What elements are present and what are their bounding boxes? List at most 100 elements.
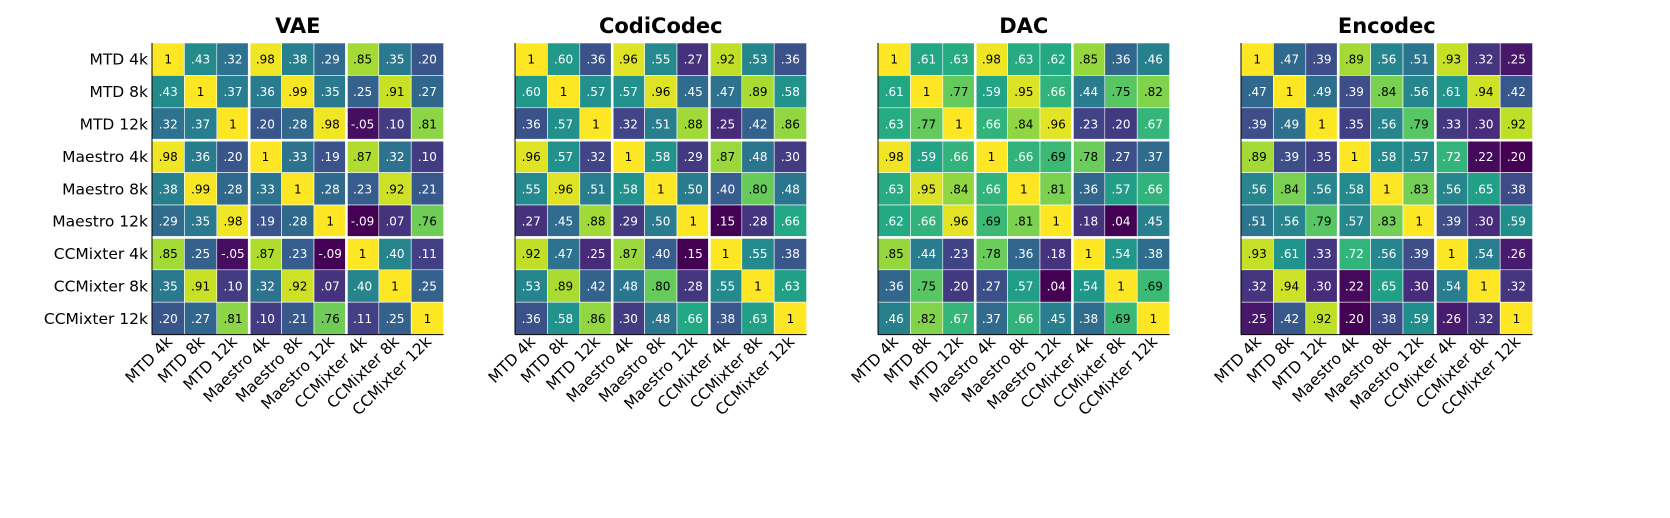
cell-value-label: .66 <box>781 215 800 229</box>
heatmap-cell <box>1273 237 1307 271</box>
cell-value-label: .27 <box>191 312 210 326</box>
cell-value-label: .57 <box>586 85 605 99</box>
cell-value-label: .39 <box>1312 53 1331 67</box>
cell-value-label: .32 <box>385 150 404 164</box>
cell-value-label: .87 <box>256 247 275 261</box>
cell-value-label: .25 <box>1248 312 1267 326</box>
heatmap-cell <box>547 301 581 335</box>
heatmap-cell <box>547 237 581 271</box>
cell-value-label: .75 <box>1111 85 1130 99</box>
cell-value-label: .56 <box>1312 182 1331 196</box>
cell-value-label: .63 <box>885 182 904 196</box>
cell-value-label: .30 <box>1410 280 1429 294</box>
cell-value-label: .78 <box>982 247 1001 261</box>
heatmap-cell <box>773 42 807 76</box>
cell-value-label: .76 <box>321 312 340 326</box>
cell-value-label: .18 <box>1079 215 1098 229</box>
cell-value-label: .54 <box>1474 247 1493 261</box>
heatmap-cell <box>741 42 775 76</box>
heatmap-cell <box>974 42 1008 76</box>
y-tick-label: Maestro 12k <box>52 213 148 231</box>
heatmap-cell <box>1240 107 1274 141</box>
heatmap-cell <box>1337 172 1371 206</box>
heatmap-panel-dac: DAC 1 .61 .63 .98 .63 .62 .85 .36 .46 .61 1 .77 .59 .9… <box>848 14 1170 419</box>
heatmap-cell <box>1136 172 1170 206</box>
heatmap-cell <box>378 42 412 76</box>
cell-value-label: .07 <box>321 280 340 294</box>
heatmap-cell <box>741 237 775 271</box>
heatmap-cell <box>514 42 548 76</box>
heatmap-cell <box>877 301 911 335</box>
heatmap-cell <box>1467 204 1501 238</box>
heatmap-cell <box>611 237 645 271</box>
cell-value-label: .85 <box>885 247 904 261</box>
cell-value-label: .92 <box>1507 118 1526 132</box>
cell-value-label: .87 <box>353 150 372 164</box>
cell-value-label: .35 <box>1345 118 1364 132</box>
heatmap-cell <box>644 204 678 238</box>
cell-value-label: .26 <box>1442 312 1461 326</box>
cell-value-label: .37 <box>1144 150 1163 164</box>
cell-value-label: .51 <box>1410 53 1429 67</box>
heatmap-cell <box>1305 139 1339 173</box>
heatmap-cell <box>1104 172 1138 206</box>
cell-value-label: .32 <box>223 53 242 67</box>
cell-value-label: .28 <box>748 215 767 229</box>
heatmap-cell <box>378 75 412 109</box>
heatmap-cell <box>184 204 218 238</box>
heatmap-cell <box>1402 204 1436 238</box>
cell-value-label: .85 <box>159 247 178 261</box>
cell-value-label: .35 <box>191 215 210 229</box>
cell-value-label: .40 <box>353 280 372 294</box>
cell-value-label: 1 <box>625 150 633 164</box>
cell-value-label: .42 <box>586 280 605 294</box>
cell-value-label: 1 <box>689 215 697 229</box>
heatmap-cell <box>410 204 444 238</box>
cell-value-label: .38 <box>1377 312 1396 326</box>
cell-value-label: .93 <box>1248 247 1267 261</box>
heatmap-cell <box>773 269 807 303</box>
cell-value-label: .33 <box>288 150 307 164</box>
cell-value-label: .30 <box>1474 215 1493 229</box>
heatmap-cell <box>1273 301 1307 335</box>
cell-value-label: .27 <box>684 53 703 67</box>
heatmap-cell <box>974 269 1008 303</box>
cell-value-label: .40 <box>716 182 735 196</box>
cell-value-label: .33 <box>1442 118 1461 132</box>
cell-value-label: .33 <box>256 182 275 196</box>
heatmap-cell <box>378 204 412 238</box>
cell-value-label: .30 <box>619 312 638 326</box>
heatmap-cell <box>1499 139 1533 173</box>
cell-value-label: .99 <box>191 182 210 196</box>
heatmap-cell <box>1402 75 1436 109</box>
cell-value-label: .93 <box>1442 53 1461 67</box>
cell-value-label: 1 <box>787 312 795 326</box>
heatmap-cell <box>1007 301 1041 335</box>
cell-value-label: .29 <box>159 215 178 229</box>
heatmap-cell <box>281 204 315 238</box>
cell-value-label: .75 <box>917 280 936 294</box>
heatmap-cell <box>1435 301 1469 335</box>
cell-value-label: .21 <box>288 312 307 326</box>
cell-value-label: .63 <box>949 53 968 67</box>
cell-value-label: .54 <box>1079 280 1098 294</box>
heatmap-cell <box>676 139 710 173</box>
cell-value-label: .91 <box>385 85 404 99</box>
cell-value-label: 1 <box>527 53 535 67</box>
cell-value-label: .67 <box>1144 118 1163 132</box>
heatmap-cell <box>547 107 581 141</box>
cell-value-label: .92 <box>288 280 307 294</box>
cell-value-label: .59 <box>1507 215 1526 229</box>
cell-value-label: .10 <box>418 150 437 164</box>
cell-value-label: .33 <box>1312 247 1331 261</box>
cell-value-label: .79 <box>1312 215 1331 229</box>
heatmap-cell <box>579 269 613 303</box>
cell-value-label: .48 <box>651 312 670 326</box>
cell-value-label: .45 <box>1144 215 1163 229</box>
cell-value-label: .96 <box>522 150 541 164</box>
cell-value-label: .60 <box>554 53 573 67</box>
panel-title: Encodec <box>1338 14 1436 38</box>
heatmap-cell <box>248 301 282 335</box>
cell-value-label: .87 <box>716 150 735 164</box>
cell-value-label: .36 <box>885 280 904 294</box>
